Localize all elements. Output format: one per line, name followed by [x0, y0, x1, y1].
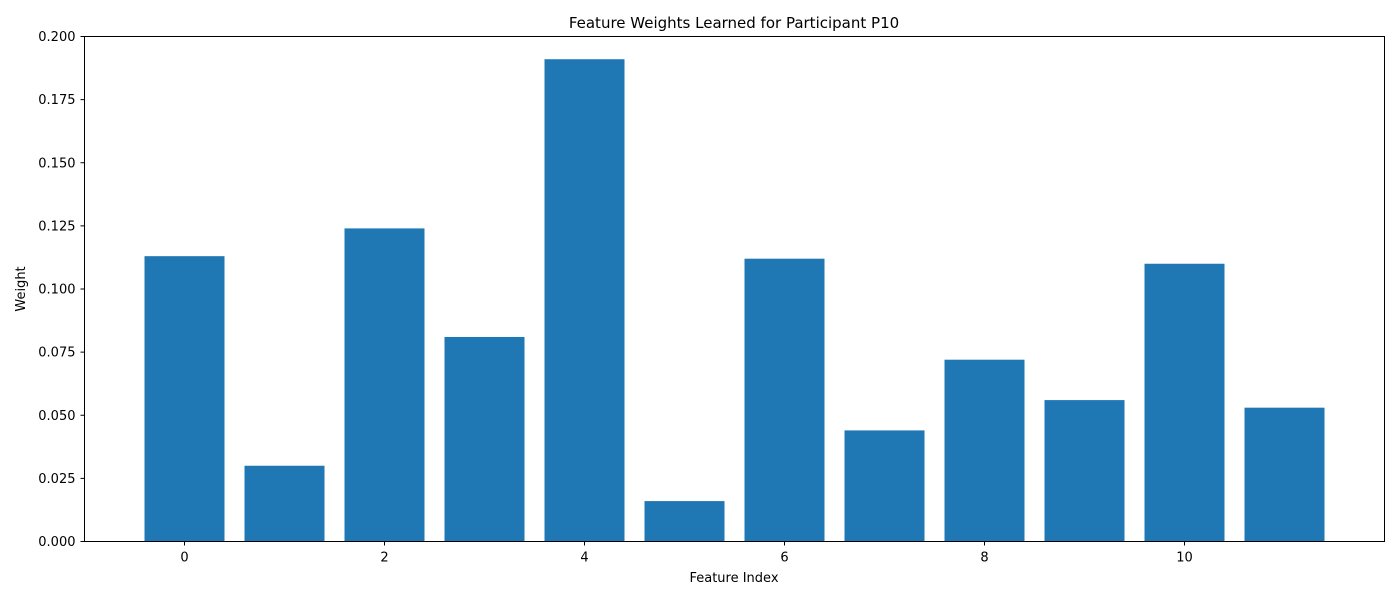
x-tick-label: 6: [780, 551, 788, 566]
y-axis-label: Weight: [14, 266, 29, 311]
bar-feature-6: [744, 258, 825, 542]
plot-frame: [84, 36, 1385, 542]
bar-feature-0: [144, 256, 225, 542]
y-tick-label: 0.200: [38, 30, 75, 45]
y-axis: 0.000 0.025 0.050 0.075 0.100 0.125 0.150 0.175…: [38, 30, 85, 550]
y-tick-label: 0.175: [38, 93, 75, 108]
x-tick-label: 8: [980, 551, 988, 566]
bars-group: [144, 59, 1325, 542]
y-tick-label: 0.025: [38, 472, 75, 487]
x-axis-label: Feature Index: [689, 571, 778, 586]
x-tick-label: 10: [1176, 551, 1193, 566]
y-tick-label: 0.000: [38, 535, 75, 550]
x-tick-label: 0: [180, 551, 188, 566]
y-tick-label: 0.075: [38, 346, 75, 361]
bar-feature-7: [844, 430, 925, 542]
x-tick-label: 2: [380, 551, 388, 566]
bar-feature-8: [944, 359, 1025, 542]
x-tick-label: 4: [580, 551, 588, 566]
x-axis: 0 2 4 6 8 10: [180, 541, 1193, 566]
bar-feature-10: [1144, 263, 1225, 542]
y-tick-label: 0.150: [38, 156, 75, 171]
y-tick-label: 0.100: [38, 283, 75, 298]
bar-feature-2: [344, 228, 425, 542]
bar-feature-11: [1244, 407, 1325, 542]
chart-title: Feature Weights Learned for Participant …: [569, 14, 899, 32]
bar-feature-4: [544, 59, 625, 542]
y-tick-label: 0.050: [38, 409, 75, 424]
y-tick-label: 0.125: [38, 219, 75, 234]
bar-feature-5: [644, 501, 725, 542]
bar-feature-3: [444, 336, 525, 542]
bar-feature-9: [1044, 400, 1125, 542]
bar-feature-1: [244, 465, 325, 542]
